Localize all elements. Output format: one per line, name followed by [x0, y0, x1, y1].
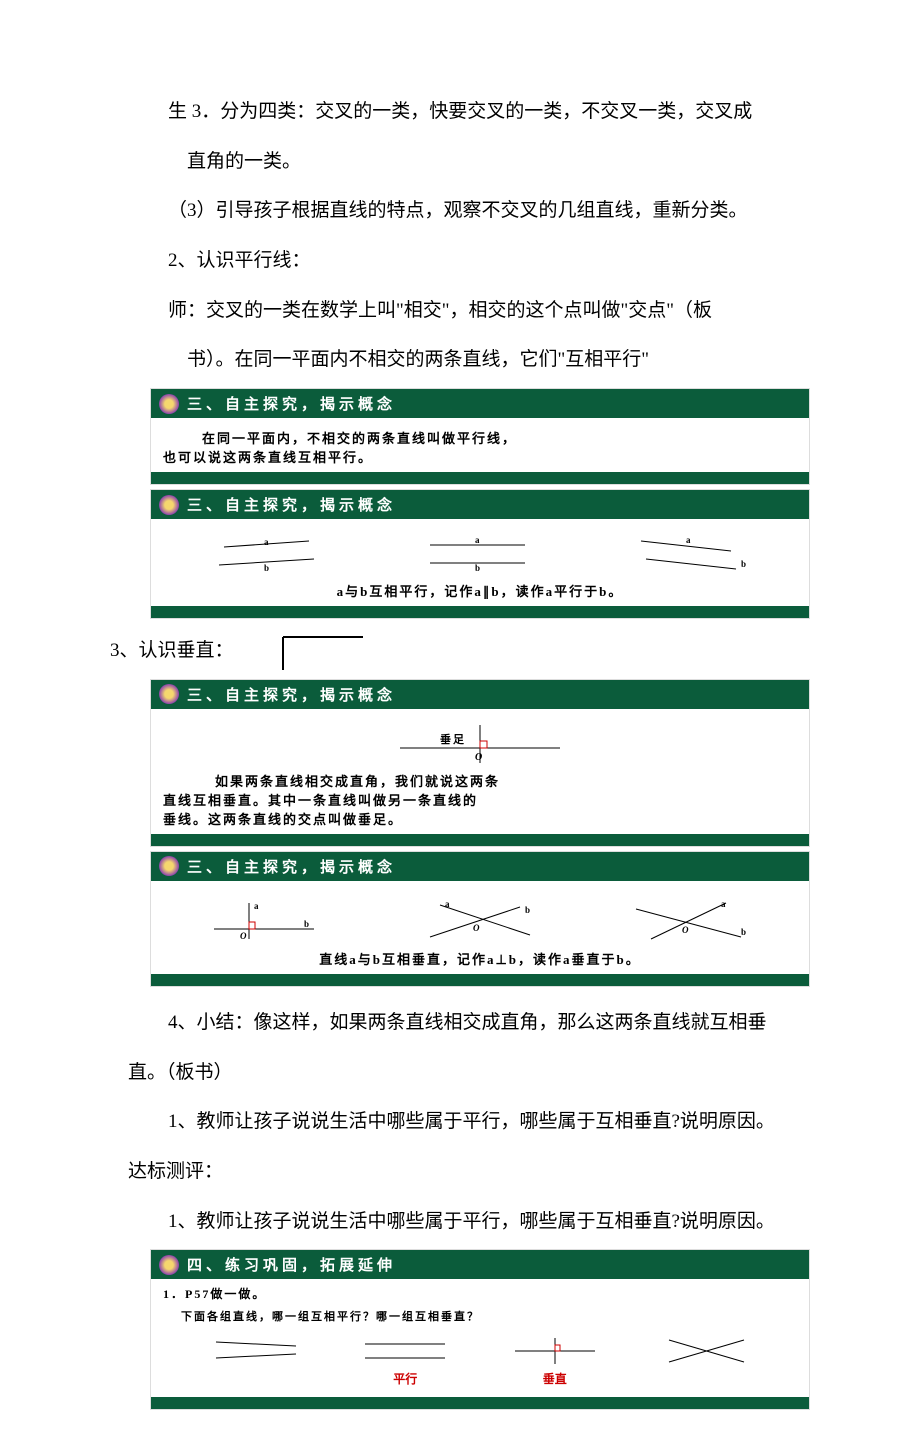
- slide-icon: [159, 1255, 179, 1275]
- slide-content: 垂足 O 如果两条直线相交成直角，我们就说这两条 直线互相垂直。其中一条直线叫做…: [151, 709, 809, 834]
- label-a: a: [264, 537, 271, 547]
- perp-diagram: a O b: [415, 899, 545, 941]
- svg-text:b: b: [475, 563, 482, 573]
- svg-text:O: O: [240, 931, 249, 941]
- slide-header: 三、自主探究，揭示概念: [151, 680, 809, 709]
- slide-footer: [151, 606, 809, 618]
- section-heading: 达标测评：: [128, 1150, 790, 1194]
- exercise-labels: 平行 垂直: [151, 1370, 809, 1397]
- paragraph: 师：交叉的一类在数学上叫"相交"，相交的这个点叫做"交点"（板: [130, 289, 790, 333]
- svg-text:b: b: [741, 927, 748, 937]
- slide-icon: [159, 684, 179, 704]
- label-parallel: 平行: [355, 1370, 455, 1387]
- paragraph: 1、教师让孩子说说生活中哪些属于平行，哪些属于互相垂直?说明原因。: [130, 1200, 790, 1244]
- slide-text: 在同一平面内，不相交的两条直线叫做平行线，: [163, 428, 797, 447]
- slide-parallel-notation: 三、自主探究，揭示概念 a b a b a b a与b互相平行，记作a∥: [150, 489, 810, 619]
- slide-parallel-definition: 三、自主探究，揭示概念 在同一平面内，不相交的两条直线叫做平行线， 也可以说这两…: [150, 388, 810, 485]
- slide-header: 四、练习巩固，拓展延伸: [151, 1250, 809, 1279]
- svg-text:a: a: [721, 899, 728, 909]
- exercise-subtext: 下面各组直线，哪一组互相平行？哪一组互相垂直？: [151, 1308, 809, 1330]
- slide-text: 垂线。这两条直线的交点叫做垂足。: [163, 809, 797, 828]
- svg-text:a: a: [475, 537, 482, 545]
- slide-footer: [151, 974, 809, 986]
- section-2-title: 2、认识平行线：: [130, 239, 790, 283]
- slide-text: 如果两条直线相交成直角，我们就说这两条: [163, 771, 797, 790]
- slide-footer: [151, 1397, 809, 1409]
- perpendicular-diagrams: a O b a O b a O b: [163, 891, 797, 949]
- slide-header: 三、自主探究，揭示概念: [151, 490, 809, 519]
- right-angle-symbol: [278, 632, 368, 672]
- slide-content: a O b a O b a O b 直线a与b互相垂直，记作a⊥b，读作a垂直于…: [151, 881, 809, 974]
- paragraph-cont: 直。（板书）: [128, 1051, 790, 1095]
- parallel-diagrams: a b a b a b: [163, 529, 797, 581]
- lines-diagram: [206, 1336, 306, 1366]
- paragraph-cont: 书）。在同一平面内不相交的两条直线，它们"互相平行": [130, 338, 790, 382]
- parallel-lines-diagram: a b: [631, 537, 751, 573]
- slide-header: 三、自主探究，揭示概念: [151, 852, 809, 881]
- lines-diagram: [654, 1336, 754, 1366]
- svg-text:O: O: [475, 752, 484, 763]
- slide-icon: [159, 856, 179, 876]
- svg-text:a: a: [445, 899, 452, 909]
- svg-text:b: b: [525, 905, 532, 915]
- svg-text:b: b: [741, 559, 748, 569]
- svg-text:a: a: [686, 537, 693, 545]
- slide-header: 三、自主探究，揭示概念: [151, 389, 809, 418]
- svg-text:a: a: [254, 901, 261, 911]
- slide-title: 三、自主探究，揭示概念: [187, 856, 396, 877]
- paragraph: 1、教师让孩子说说生活中哪些属于平行，哪些属于互相垂直?说明原因。: [130, 1100, 790, 1144]
- section-3-title: 3、认识垂直：: [110, 629, 790, 673]
- slide-title: 四、练习巩固，拓展延伸: [187, 1254, 396, 1275]
- lines-diagram: [355, 1336, 455, 1366]
- slide-caption: 直线a与b互相垂直，记作a⊥b，读作a垂直于b。: [163, 949, 797, 968]
- paragraph: 生 3．分为四类：交叉的一类，快要交叉的一类，不交叉一类，交叉成: [130, 90, 790, 134]
- slide-footer: [151, 834, 809, 846]
- slide-caption: a与b互相平行，记作a∥b，读作a平行于b。: [163, 581, 797, 600]
- slide-text: 直线互相垂直。其中一条直线叫做另一条直线的: [163, 790, 797, 809]
- svg-text:O: O: [473, 923, 482, 933]
- paragraph: 4、小结：像这样，如果两条直线相交成直角，那么这两条直线就互相垂: [130, 1001, 790, 1045]
- perp-diagram: a O b: [204, 899, 334, 941]
- paragraph: （3）引导孩子根据直线的特点，观察不交叉的几组直线，重新分类。: [130, 189, 790, 233]
- svg-text:垂足: 垂足: [440, 732, 466, 746]
- label-b: b: [264, 563, 271, 573]
- svg-text:O: O: [682, 925, 691, 935]
- slide-icon: [159, 394, 179, 414]
- parallel-lines-diagram: a b: [420, 537, 540, 573]
- perpendicular-foot-diagram: 垂足 O: [380, 723, 580, 763]
- slide-content: 在同一平面内，不相交的两条直线叫做平行线， 也可以说这两条直线互相平行。: [151, 418, 809, 472]
- label-perpendicular: 垂直: [505, 1370, 605, 1387]
- slide-title: 三、自主探究，揭示概念: [187, 684, 396, 705]
- parallel-lines-diagram: a b: [209, 537, 329, 573]
- slide-icon: [159, 495, 179, 515]
- paragraph-cont: 直角的一类。: [130, 140, 790, 184]
- slide-title: 三、自主探究，揭示概念: [187, 393, 396, 414]
- slide-title: 三、自主探究，揭示概念: [187, 494, 396, 515]
- slide-text: 也可以说这两条直线互相平行。: [163, 447, 797, 466]
- slide-perpendicular-notation: 三、自主探究，揭示概念 a O b a O b a O: [150, 851, 810, 987]
- svg-text:b: b: [304, 919, 311, 929]
- slide-exercise: 四、练习巩固，拓展延伸 1．P57做一做。 下面各组直线，哪一组互相平行？哪一组…: [150, 1249, 810, 1410]
- exercise-diagrams: [151, 1330, 809, 1370]
- exercise-text: 1．P57做一做。: [151, 1279, 809, 1308]
- slide-content: a b a b a b a与b互相平行，记作a∥b，读作a平行于b。: [151, 519, 809, 606]
- slide-footer: [151, 472, 809, 484]
- perp-diagram: a O b: [626, 899, 756, 941]
- lines-diagram: [505, 1336, 605, 1366]
- slide-perpendicular-definition: 三、自主探究，揭示概念 垂足 O 如果两条直线相交成直角，我们就说这两条 直线互…: [150, 679, 810, 847]
